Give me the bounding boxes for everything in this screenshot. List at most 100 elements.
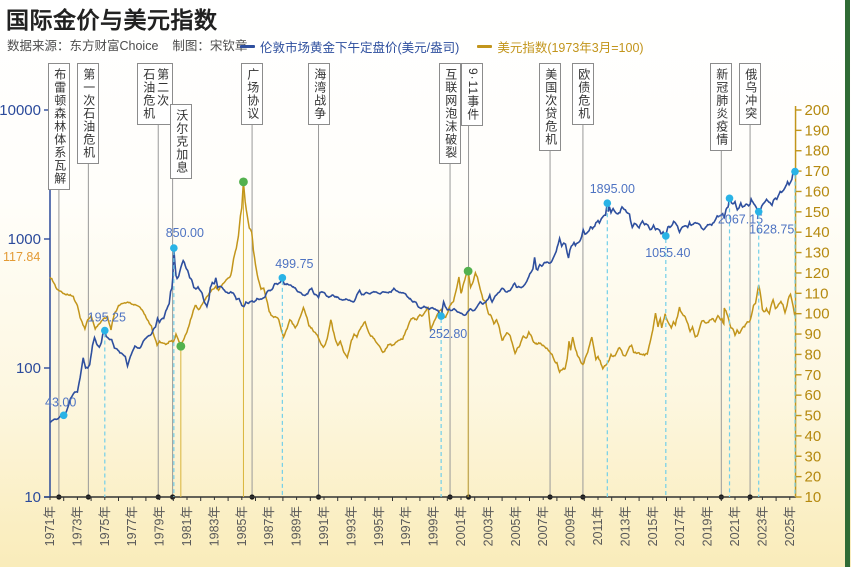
event-label: 沃尔克加息 — [170, 104, 192, 179]
dollar-index-legend-label: 美元指数(1973年3月=100) — [497, 41, 644, 55]
gold-price-legend-swatch — [240, 45, 255, 48]
dollar-index-extreme-dot — [239, 177, 248, 187]
gold-price-annotation-dot — [170, 244, 178, 252]
gold-price-annotation-dot — [603, 199, 612, 207]
x-axis-year-label: 1981年 — [180, 506, 194, 546]
right-axis-tick-label: 130 — [805, 245, 830, 262]
window-edge — [845, 0, 850, 567]
gold-price-annotation-label: 2067.15 — [718, 212, 763, 226]
event-label: 互联网泡沫破裂 — [439, 63, 461, 164]
x-axis-year-label: 1999年 — [427, 506, 441, 546]
event-label: 美国次贷危机 — [539, 63, 561, 151]
x-axis-year-label: 1973年 — [70, 506, 84, 546]
right-axis-tick-label: 50 — [805, 408, 822, 425]
gold-price-annotation-label: 195.25 — [88, 311, 126, 325]
right-axis-tick-label: 30 — [805, 448, 822, 465]
right-axis-tick-label: 90 — [805, 326, 822, 343]
x-axis-year-label: 1983年 — [207, 506, 221, 546]
right-axis-tick-label: 10 — [805, 489, 822, 506]
gold-price-annotation-label: 850.00 — [166, 226, 204, 240]
x-axis-year-label: 2019年 — [701, 506, 715, 546]
gold-price-annotation-label: 1895.00 — [590, 182, 635, 196]
gold-price-annotation-dot — [725, 194, 734, 203]
x-axis-year-label: 2005年 — [509, 506, 523, 546]
dollar-index-line — [49, 181, 797, 374]
chart-credit: 制图：宋钦章 — [172, 39, 248, 53]
gold-price-line — [49, 169, 796, 424]
x-axis-year-label: 2017年 — [673, 506, 687, 546]
legend-item-gold-price: 伦敦市场黄金下午定盘价(美元/盎司) — [240, 37, 459, 56]
event-label: 欧债危机 — [572, 63, 594, 125]
event-label: 广场协议 — [241, 63, 263, 125]
gold-price-annotation-dot — [278, 274, 287, 282]
right-axis-tick-label: 80 — [805, 346, 822, 363]
right-axis-tick-label: 110 — [805, 285, 829, 302]
right-axis-tick-label: 60 — [805, 387, 822, 404]
x-axis-year-label: 2003年 — [481, 506, 495, 546]
x-axis-year-label: 2013年 — [618, 506, 632, 546]
right-axis-tick-label: 40 — [805, 428, 822, 445]
x-axis-year-label: 1993年 — [344, 506, 358, 546]
gold-price-annotation-label: 43.00 — [45, 395, 76, 409]
gold-price-annotation-dot — [754, 207, 763, 216]
right-axis-tick-label: 200 — [805, 102, 830, 119]
right-axis-tick-label: 160 — [805, 183, 830, 200]
x-axis-year-label: 1979年 — [153, 506, 167, 546]
dollar-index-start-label: 117.84 — [3, 250, 40, 264]
gold-price-annotation-label: 499.75 — [275, 257, 313, 271]
x-axis-year-label: 1997年 — [399, 506, 413, 546]
event-label: 俄乌冲突 — [739, 63, 761, 125]
event-label: 9·11事件 — [461, 63, 483, 127]
x-axis-year-label: 2023年 — [755, 506, 769, 546]
event-label: 第二次 石油危机 — [137, 63, 173, 125]
x-axis-year-label: 2021年 — [728, 506, 742, 546]
right-axis-tick-label: 170 — [805, 163, 830, 180]
legend-item-dollar-index: 美元指数(1973年3月=100) — [477, 37, 644, 56]
x-axis-year-label: 2001年 — [454, 506, 468, 546]
x-axis-year-label: 1989年 — [290, 506, 304, 546]
x-axis-year-label: 2009年 — [564, 506, 578, 546]
x-axis-year-label: 1991年 — [317, 506, 331, 546]
x-axis-year-label: 2015年 — [646, 506, 660, 546]
right-axis-tick-label: 190 — [805, 122, 830, 139]
left-axis-tick-label: 10000 — [0, 102, 41, 119]
data-source: 数据来源：东方财富Choice — [7, 39, 159, 53]
gold-price-annotation-dot — [662, 232, 670, 240]
right-axis-tick-label: 100 — [805, 306, 830, 323]
right-axis-tick-label: 150 — [805, 204, 830, 221]
dollar-index-legend-swatch — [477, 45, 493, 48]
x-axis-year-label: 1987年 — [262, 506, 276, 546]
event-label: 新冠肺炎疫情 — [710, 63, 732, 151]
event-label: 布雷顿森林体系瓦解 — [48, 63, 70, 190]
gold-price-annotation-dot — [101, 326, 109, 335]
right-axis-tick-label: 140 — [805, 224, 830, 241]
right-axis-tick-label: 20 — [805, 469, 822, 486]
right-axis-tick-label: 70 — [805, 367, 822, 384]
x-axis-year-label: 2007年 — [536, 506, 550, 546]
gold-price-annotation-label: 252.80 — [429, 327, 467, 341]
x-axis-year-label: 1977年 — [125, 506, 139, 546]
gold-price-annotation-label: 1055.40 — [645, 246, 690, 260]
gold-price-annotation-dot — [59, 411, 68, 420]
gold-price-annotation-label: 1628.75 — [749, 223, 794, 237]
x-axis-year-label: 2011年 — [591, 506, 605, 545]
legend: 伦敦市场黄金下午定盘价(美元/盎司) 美元指数(1973年3月=100) — [240, 37, 644, 56]
dollar-index-extreme-dot — [176, 341, 186, 351]
left-axis-tick-label: 1000 — [8, 231, 41, 248]
dollar-index-extreme-dot — [463, 266, 473, 276]
left-axis-tick-label: 100 — [16, 360, 41, 377]
x-axis-year-label: 1995年 — [372, 506, 386, 546]
page-title: 国际金价与美元指数 — [6, 7, 218, 33]
event-label: 海湾战争 — [308, 63, 330, 125]
left-axis-tick-label: 10 — [24, 489, 41, 506]
subtitle: 数据来源：东方财富Choice 制图：宋钦章 — [7, 35, 261, 54]
x-axis-year-label: 1985年 — [235, 506, 249, 546]
gold-price-annotation-dot — [791, 167, 799, 176]
x-axis-year-label: 1975年 — [98, 506, 112, 546]
right-axis-tick-label: 180 — [805, 143, 830, 160]
right-axis-tick-label: 120 — [805, 265, 830, 282]
gold-price-legend-label: 伦敦市场黄金下午定盘价(美元/盎司) — [260, 41, 460, 55]
x-axis-year-label: 1971年 — [43, 506, 57, 546]
